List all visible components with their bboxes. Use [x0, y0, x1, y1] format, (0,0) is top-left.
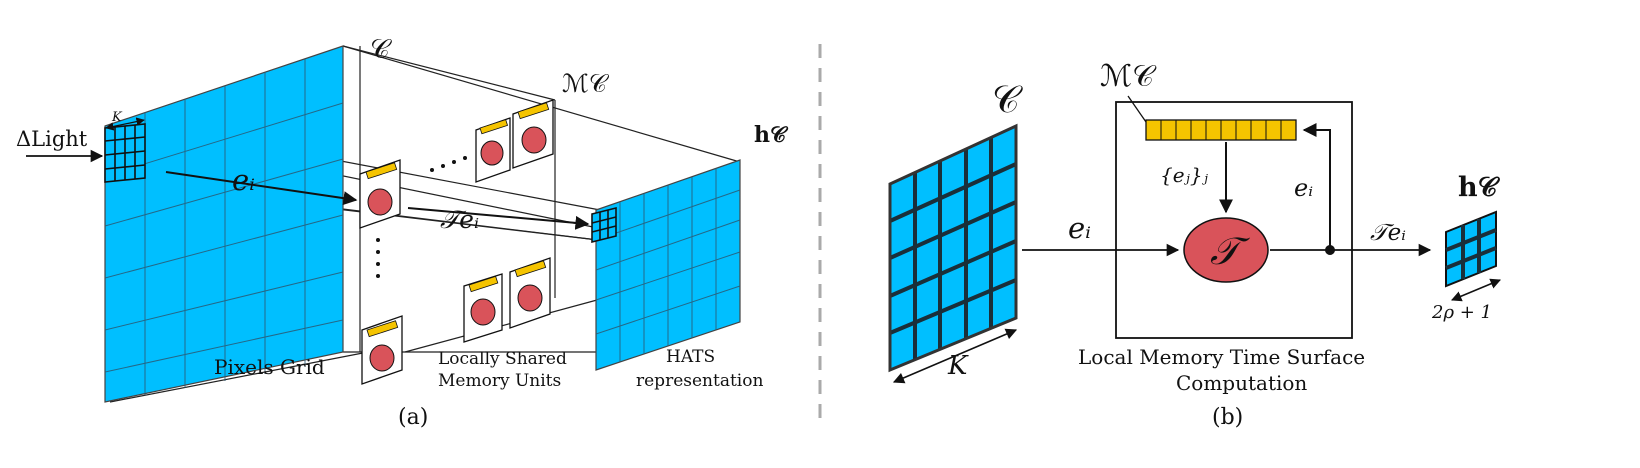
panel-a: ΔLight K 𝒞 ℳ𝒞 h𝒞 eᵢ 𝒯eᵢ Pixels Grid Loca… [16, 34, 789, 430]
surface-label-b: 𝒯eᵢ [1370, 220, 1406, 246]
kernel-label-b: K [947, 351, 969, 381]
memory-label-a: ℳ𝒞 [562, 69, 610, 98]
kernel-patch [104, 123, 146, 183]
grid-caption: Pixels Grid [214, 355, 325, 379]
size-label: 2ρ + 1 [1431, 302, 1492, 323]
hats-panel [591, 159, 741, 371]
event-feedback-label: eᵢ [1294, 174, 1313, 202]
feedback-junction [1325, 245, 1335, 255]
panel-b: 𝒞 K ℳ𝒞 {eⱼ}ⱼ eᵢ eᵢ 𝒯 𝒯eᵢ h𝒞 2ρ + 1 Local… [888, 59, 1501, 430]
memory-unit-bottom-3 [361, 315, 403, 385]
memory-caption-line2: Memory Units [438, 371, 561, 391]
surface-arrow [407, 207, 590, 230]
cell-label-b: 𝒞 [992, 77, 1023, 121]
memory-unit-top-1 [475, 117, 511, 183]
panel-a-label: (a) [398, 405, 428, 430]
memory-pointer [1127, 95, 1147, 123]
computation-box [1115, 101, 1353, 339]
memory-unit-bottom-1 [463, 273, 503, 343]
feedback-line [1302, 123, 1331, 250]
pixels-grid [104, 45, 344, 403]
memory-caption-line1: Locally Shared [438, 349, 567, 369]
memory-label-b: ℳ𝒞 [1100, 59, 1157, 94]
cell-grid-b [888, 123, 1018, 373]
event-in-label: eᵢ [1068, 211, 1091, 245]
memory-unit-top-2 [512, 99, 554, 169]
box-caption-line1: Local Memory Time Surface [1078, 345, 1365, 369]
hats-pixel-patch [591, 206, 617, 244]
output-patch [1445, 210, 1497, 288]
cells-label-a: 𝒞 [370, 34, 392, 65]
surface-label-a: 𝒯eᵢ [440, 205, 479, 234]
memory-unit-active [359, 159, 401, 229]
ellipsis-vertical [376, 238, 380, 278]
kernel-size-arrow [105, 117, 145, 131]
output-label-b: h𝒞 [1458, 172, 1501, 203]
panel-b-label: (b) [1212, 405, 1243, 430]
operator-node [1183, 217, 1269, 283]
memory-bar [1145, 119, 1297, 141]
memory-unit-bottom-2 [509, 257, 551, 329]
event-label-a: eᵢ [232, 163, 255, 197]
kernel-size-arrow-b [892, 328, 1018, 384]
hats-caption-line2: representation [636, 371, 763, 391]
output-size-arrow [1451, 278, 1501, 302]
box-caption-line2: Computation [1176, 371, 1307, 395]
kernel-label-a: K [111, 110, 123, 125]
past-events-label: {eⱼ}ⱼ [1160, 163, 1209, 187]
ellipsis-horizontal [430, 156, 467, 172]
output-label-a: h𝒞 [754, 122, 789, 148]
input-label: ΔLight [16, 127, 88, 151]
hats-caption-line1: HATS [666, 347, 715, 367]
event-arrow [165, 171, 358, 206]
